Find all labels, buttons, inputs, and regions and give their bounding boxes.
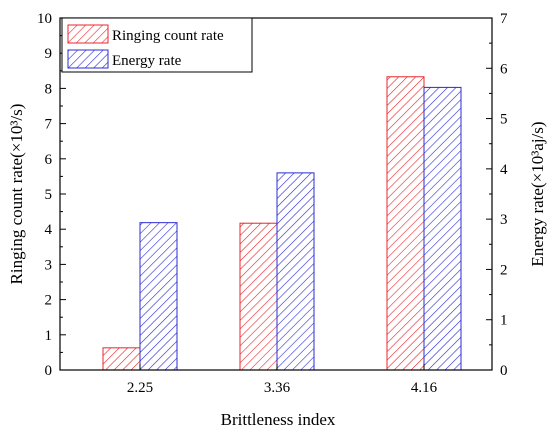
bars-layer: [102, 76, 462, 371]
legend-swatch-energy-rate: [67, 49, 109, 69]
bar-energy-rate-3: [423, 86, 462, 371]
legend: Ringing count rate Energy rate: [61, 17, 253, 73]
right-y-tick-label: 0: [500, 363, 508, 379]
bar-energy-rate-2: [276, 172, 315, 371]
left-y-tick-label: 3: [45, 257, 53, 273]
right-y-tick-label: 6: [500, 61, 508, 77]
bar-ringing-count-rate-1: [102, 347, 141, 371]
x-tick-label: 4.16: [411, 380, 438, 396]
left-y-tick-label: 9: [45, 46, 53, 62]
right-y-tick-label: 3: [500, 212, 508, 228]
legend-label-energy-rate: Energy rate: [112, 53, 182, 69]
y-axis-title-right: Energy rate(×10³aj/s): [528, 121, 547, 266]
legend-label-ringing-count-rate: Ringing count rate: [112, 28, 224, 44]
x-tick-label: 3.36: [264, 380, 291, 396]
bar-ringing-count-rate-3: [386, 76, 425, 371]
legend-swatch-ringing-count-rate: [67, 24, 109, 44]
left-y-tick-label: 4: [45, 222, 53, 238]
left-y-tick-label: 7: [45, 117, 53, 133]
right-y-tick-label: 2: [500, 262, 508, 278]
left-y-tick-label: 5: [45, 187, 53, 203]
left-y-tick-label: 6: [45, 152, 53, 168]
y-axis-title-left: Ringing count rate(×10³/s): [7, 104, 26, 285]
right-y-tick-label: 4: [500, 162, 508, 178]
left-y-tick-label: 2: [45, 293, 53, 309]
x-tick-label: 2.25: [127, 380, 153, 396]
right-y-tick-label: 5: [500, 112, 508, 128]
left-y-tick-label: 1: [45, 328, 53, 344]
bar-energy-rate-1: [139, 222, 178, 371]
x-axis-title: Brittleness index: [221, 410, 336, 429]
right-y-tick-label: 1: [500, 313, 508, 329]
bar-ringing-count-rate-2: [239, 222, 278, 371]
left-y-tick-label: 10: [37, 11, 52, 27]
left-y-tick-label: 8: [45, 81, 53, 97]
right-y-tick-label: 7: [500, 11, 508, 27]
left-y-tick-label: 0: [45, 363, 53, 379]
